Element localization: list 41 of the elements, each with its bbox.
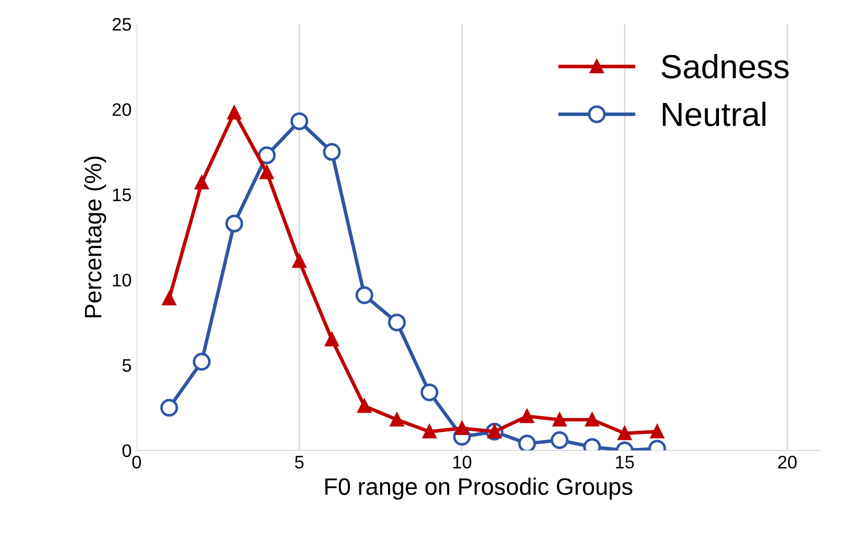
x-tick-label: 15 (616, 456, 634, 469)
point (260, 166, 274, 180)
y-tick-label: 20 (112, 103, 132, 116)
point (227, 106, 242, 120)
point (355, 286, 374, 304)
y-tick-label: 0 (122, 444, 132, 458)
point (192, 352, 211, 371)
point (290, 112, 308, 130)
point (322, 143, 341, 161)
point (455, 421, 469, 436)
point (194, 176, 209, 190)
legend-label: Sadness (662, 54, 789, 78)
x-tick-label: 5 (295, 456, 304, 469)
point (420, 384, 438, 402)
y-tick-label: 15 (113, 188, 132, 202)
x-tick-label: 0 (132, 456, 141, 469)
point (520, 409, 534, 424)
point (325, 332, 339, 346)
point (160, 398, 178, 417)
point (422, 424, 436, 438)
point (358, 399, 372, 413)
legend-label: Neutral (662, 102, 766, 126)
point (388, 314, 406, 332)
point (162, 292, 176, 306)
point (618, 426, 632, 440)
y-tick-label: 5 (122, 359, 132, 372)
x-tick-label: 20 (778, 456, 797, 469)
point (552, 412, 566, 426)
y-tick-label: 10 (113, 274, 132, 287)
y-tick-label: 25 (112, 18, 132, 31)
point (225, 214, 244, 232)
x-tick-label: 10 (453, 456, 472, 469)
point (258, 146, 276, 164)
point (292, 254, 306, 268)
point (650, 424, 664, 438)
point (390, 412, 404, 426)
point (585, 412, 599, 426)
x-axis-title: F0 range on Prosodic Groups (325, 478, 632, 500)
point (518, 434, 536, 450)
point (550, 431, 568, 450)
y-axis-title: Percentage (%) (84, 156, 106, 318)
